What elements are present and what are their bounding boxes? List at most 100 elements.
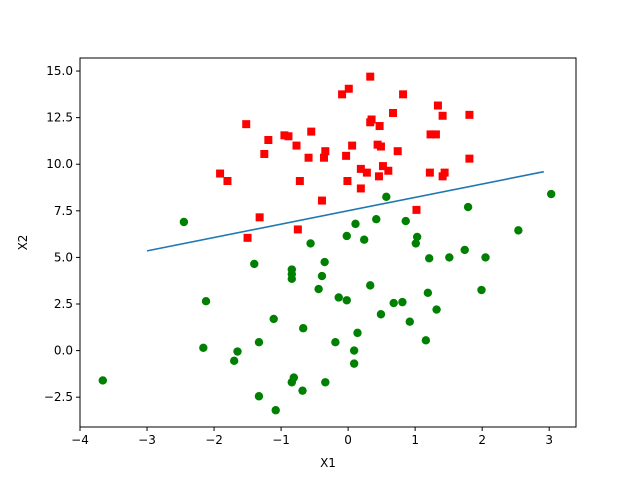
x-axis-title: X1 bbox=[320, 456, 336, 470]
data-point-circle bbox=[349, 346, 359, 355]
data-point-square bbox=[342, 151, 351, 160]
data-point-circle bbox=[201, 297, 211, 306]
data-point-square bbox=[362, 168, 371, 177]
data-point-square bbox=[438, 172, 447, 181]
data-point-circle bbox=[481, 253, 490, 262]
data-point-circle bbox=[353, 328, 362, 338]
data-point-square bbox=[284, 132, 293, 141]
data-point-square bbox=[260, 149, 269, 158]
data-point-square bbox=[374, 172, 383, 181]
data-point-circle bbox=[351, 219, 360, 229]
data-point-square bbox=[280, 131, 289, 140]
data-point-square bbox=[295, 177, 304, 185]
data-point-circle bbox=[411, 239, 421, 248]
data-point-square bbox=[426, 130, 435, 139]
data-point-circle bbox=[199, 343, 208, 352]
data-point-circle bbox=[250, 259, 259, 269]
data-point-square bbox=[343, 177, 352, 185]
data-point-circle bbox=[298, 386, 307, 395]
y-tick-label: 0.0 bbox=[54, 344, 73, 358]
data-point-square bbox=[264, 136, 273, 144]
data-point-square bbox=[255, 213, 264, 222]
data-point-square bbox=[348, 141, 357, 150]
data-point-square bbox=[216, 169, 225, 178]
data-point-circle bbox=[401, 216, 410, 226]
x-tick-label: 2 bbox=[478, 433, 486, 447]
data-point-square bbox=[425, 168, 434, 177]
x-tick-label: 3 bbox=[545, 433, 553, 447]
data-point-square bbox=[319, 153, 328, 162]
data-point-circle bbox=[432, 305, 441, 314]
data-point-circle bbox=[287, 378, 297, 387]
data-point-circle bbox=[421, 336, 431, 345]
data-point-circle bbox=[98, 376, 107, 385]
data-point-square bbox=[376, 142, 385, 151]
data-point-square bbox=[292, 141, 301, 150]
x-tick-label: 0 bbox=[344, 433, 352, 447]
data-point-square bbox=[389, 108, 398, 117]
data-point-square bbox=[465, 154, 474, 163]
data-point-circle bbox=[514, 226, 523, 235]
data-point-square bbox=[304, 153, 313, 162]
data-point-circle bbox=[269, 314, 278, 324]
data-point-circle bbox=[349, 359, 359, 368]
data-point-circle bbox=[299, 324, 308, 333]
data-point-circle bbox=[342, 231, 351, 241]
data-point-circle bbox=[405, 317, 414, 326]
data-point-square bbox=[366, 118, 375, 127]
data-point-circle bbox=[229, 356, 239, 366]
y-tick-label: 15.0 bbox=[46, 64, 73, 78]
data-point-square bbox=[356, 184, 365, 193]
data-point-circle bbox=[445, 253, 454, 262]
data-point-square bbox=[344, 84, 353, 93]
data-point-circle bbox=[463, 202, 473, 212]
data-point-circle bbox=[271, 406, 280, 415]
data-point-circle bbox=[359, 235, 369, 244]
y-tick-label: 10.0 bbox=[46, 157, 73, 171]
data-point-circle bbox=[423, 288, 433, 298]
decision-boundary-line bbox=[146, 170, 544, 252]
data-point-circle bbox=[425, 254, 434, 263]
y-axis-title: X2 bbox=[16, 235, 30, 251]
data-marks bbox=[98, 72, 556, 415]
x-axis: −4 −3 −2 −1 0 1 2 3 bbox=[71, 427, 553, 447]
data-point-circle bbox=[460, 245, 469, 255]
data-point-square bbox=[393, 147, 402, 156]
y-tick-label: 2.5 bbox=[54, 297, 73, 311]
data-point-square bbox=[317, 196, 326, 205]
data-point-circle bbox=[306, 239, 315, 248]
x-tick-label: −1 bbox=[272, 433, 290, 447]
x-tick-label: −4 bbox=[71, 433, 89, 447]
data-point-square bbox=[307, 127, 316, 136]
data-point-circle bbox=[477, 285, 486, 295]
data-point-circle bbox=[287, 274, 297, 284]
data-point-circle bbox=[331, 338, 340, 347]
data-point-square bbox=[338, 90, 347, 99]
data-point-circle bbox=[366, 281, 375, 290]
data-point-circle bbox=[342, 296, 351, 305]
data-point-circle bbox=[254, 392, 264, 401]
data-point-square bbox=[412, 205, 421, 214]
y-axis: −2.5 0.0 2.5 5.0 7.5 10.0 12.5 15.0 bbox=[44, 64, 80, 404]
data-point-circle bbox=[334, 293, 343, 302]
x-tick-label: 1 bbox=[411, 433, 419, 447]
data-point-square bbox=[438, 111, 447, 120]
data-point-circle bbox=[233, 347, 242, 356]
data-point-square bbox=[366, 72, 375, 81]
plot-frame bbox=[79, 57, 577, 428]
data-point-square bbox=[384, 166, 393, 175]
data-point-circle bbox=[320, 257, 329, 267]
data-point-square bbox=[378, 162, 387, 171]
y-tick-label: 12.5 bbox=[46, 111, 73, 125]
data-point-square bbox=[375, 122, 384, 131]
data-point-circle bbox=[389, 298, 398, 308]
y-tick-label: 5.0 bbox=[54, 250, 73, 264]
data-point-square bbox=[243, 233, 252, 242]
data-point-circle bbox=[179, 217, 189, 227]
data-point-square bbox=[433, 101, 442, 110]
x-tick-label: −2 bbox=[205, 433, 223, 447]
data-point-square bbox=[356, 164, 365, 173]
data-point-circle bbox=[398, 297, 407, 307]
y-tick-label: 7.5 bbox=[54, 204, 73, 218]
